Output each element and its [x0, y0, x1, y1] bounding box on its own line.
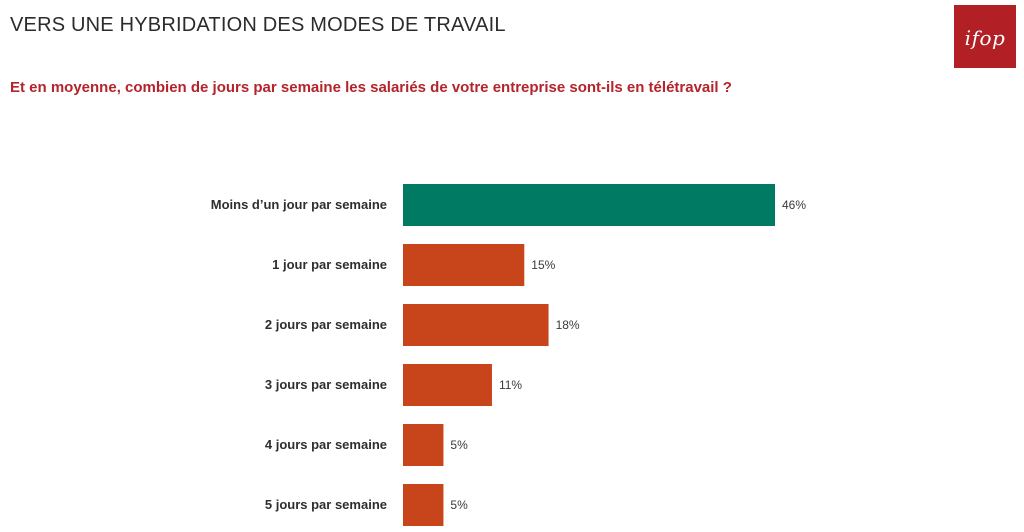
value-label-4: 11%: [499, 378, 522, 392]
category-label-5: 4 jours par semaine: [265, 437, 387, 452]
value-label-1: 46%: [782, 198, 806, 212]
category-label-4: 3 jours par semaine: [265, 377, 387, 392]
slide-title: VERS UNE HYBRIDATION DES MODES DE TRAVAI…: [10, 14, 506, 36]
bar-4: [403, 364, 492, 406]
category-label-1: Moins d’un jour par semaine: [211, 197, 387, 212]
value-label-3: 18%: [556, 318, 580, 332]
bar-2: [403, 244, 525, 286]
ifop-logo: ifop: [954, 5, 1016, 68]
category-label-3: 2 jours par semaine: [265, 317, 387, 332]
survey-question: Et en moyenne, combien de jours par sema…: [10, 79, 732, 96]
value-label-6: 5%: [450, 498, 468, 512]
bar-6: [403, 484, 444, 526]
ifop-logo-text: ifop: [964, 26, 1006, 50]
value-label-5: 5%: [450, 438, 468, 452]
value-label-2: 15%: [531, 258, 555, 272]
category-label-6: 5 jours par semaine: [265, 497, 387, 512]
bar-3: [403, 304, 549, 346]
category-label-2: 1 jour par semaine: [272, 257, 387, 272]
bar-1: [403, 184, 775, 226]
bar-5: [403, 424, 444, 466]
